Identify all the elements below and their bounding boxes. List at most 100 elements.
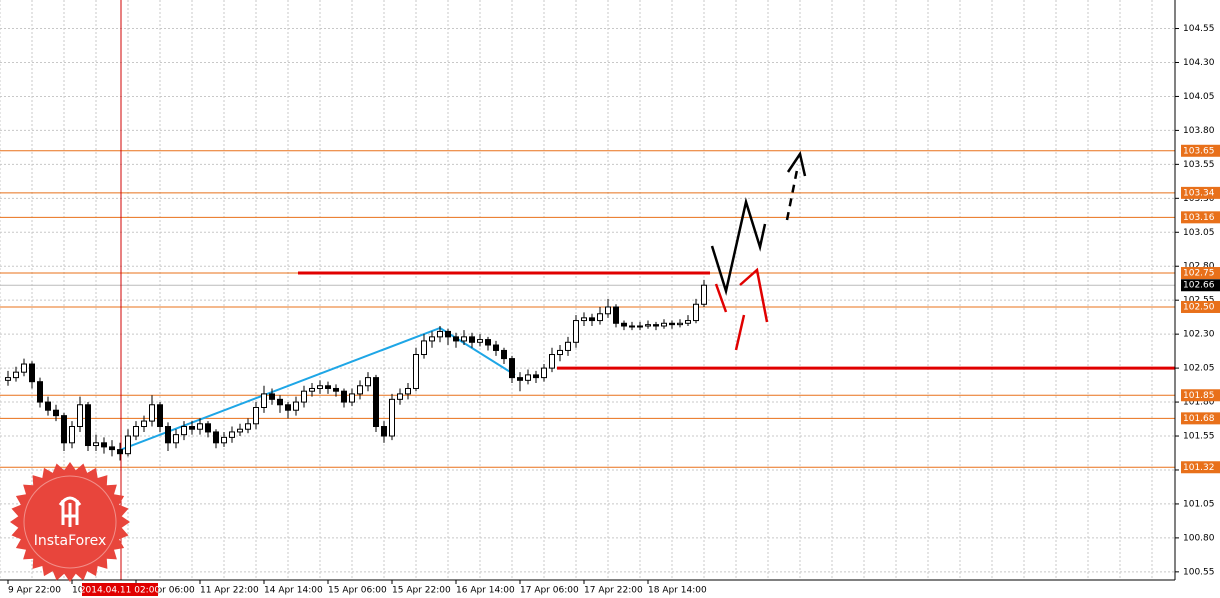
candle-body bbox=[661, 322, 667, 327]
candle-body bbox=[117, 449, 123, 455]
candle-body bbox=[677, 322, 683, 326]
candle-body bbox=[597, 313, 603, 322]
candle-body bbox=[157, 404, 163, 428]
candle-body bbox=[461, 336, 467, 342]
candle-body bbox=[573, 320, 579, 343]
x-tick-label: 11 Apr 22:00 bbox=[200, 586, 259, 596]
level-label-box bbox=[1181, 461, 1220, 474]
logo: InstaForex bbox=[10, 462, 130, 582]
y-tick-label: 100.80 bbox=[1183, 533, 1215, 543]
forecast-black bbox=[710, 197, 767, 296]
candle-body bbox=[437, 330, 443, 338]
x-tick-label: 14 Apr 14:00 bbox=[264, 586, 323, 596]
candle-body bbox=[405, 387, 411, 395]
candle-body bbox=[181, 426, 187, 436]
current-price-box bbox=[1181, 279, 1220, 292]
level-label-box bbox=[1181, 211, 1220, 224]
candle-body bbox=[29, 363, 35, 383]
forecast-red bbox=[714, 283, 728, 313]
candle-body bbox=[61, 415, 67, 444]
arrow-head bbox=[786, 150, 807, 177]
forecast-arrows bbox=[710, 150, 807, 351]
candle-body bbox=[205, 423, 211, 433]
candle-body bbox=[653, 324, 659, 327]
candle-body bbox=[45, 401, 51, 411]
candle-body bbox=[221, 436, 227, 444]
candle-body bbox=[565, 341, 571, 351]
y-tick-label: 104.05 bbox=[1183, 92, 1215, 102]
candle-body bbox=[373, 377, 379, 428]
candle-body bbox=[333, 387, 339, 392]
candle-body bbox=[469, 336, 475, 343]
candle-body bbox=[637, 325, 643, 328]
candle-body bbox=[645, 324, 651, 327]
level-label-box bbox=[1181, 300, 1220, 313]
candle-body bbox=[493, 344, 499, 351]
y-tick-label: 103.55 bbox=[1183, 160, 1215, 170]
cursor-label: 2014.04.11 02:00 bbox=[80, 586, 161, 596]
candle-body bbox=[301, 390, 307, 403]
candle-body bbox=[557, 349, 563, 356]
candle-body bbox=[173, 434, 179, 444]
candle-body bbox=[389, 398, 395, 437]
candle-body bbox=[101, 442, 107, 448]
candle-body bbox=[309, 387, 315, 392]
axis-labels: 100.55100.80101.05101.30101.55101.80102.… bbox=[7, 24, 1220, 596]
candle-body bbox=[277, 398, 283, 406]
level-label: 102.50 bbox=[1183, 302, 1215, 312]
level-label-box bbox=[1181, 412, 1220, 425]
y-tick-label: 102.30 bbox=[1183, 330, 1215, 340]
y-tick-label: 101.55 bbox=[1183, 432, 1215, 442]
y-tick-label: 101.05 bbox=[1183, 499, 1215, 509]
y-tick-label: 104.30 bbox=[1183, 58, 1215, 68]
candle-body bbox=[13, 371, 19, 379]
candle-body bbox=[237, 428, 243, 433]
candle-body bbox=[541, 367, 547, 379]
y-tick-label: 101.80 bbox=[1183, 398, 1215, 408]
y-tick-label: 103.05 bbox=[1183, 228, 1215, 238]
logo-text: InstaForex bbox=[34, 533, 107, 549]
candle-body bbox=[253, 406, 259, 425]
candle-body bbox=[509, 358, 515, 379]
candle-body bbox=[93, 442, 99, 447]
candle-body bbox=[165, 426, 171, 444]
candle-body bbox=[293, 401, 299, 411]
logo-icon bbox=[58, 496, 82, 527]
candle-body bbox=[269, 393, 275, 400]
candle-body bbox=[605, 306, 611, 315]
cursor-label-box bbox=[82, 583, 158, 596]
level-label: 103.65 bbox=[1183, 146, 1215, 156]
y-tick-label: 102.05 bbox=[1183, 364, 1215, 374]
candle-body bbox=[5, 377, 11, 381]
candle-body bbox=[133, 426, 139, 437]
logo-ring bbox=[23, 475, 117, 569]
candle-body bbox=[141, 420, 147, 428]
x-tick-label: 17 Apr 06:00 bbox=[520, 586, 579, 596]
y-tick-label: 102.80 bbox=[1183, 262, 1215, 272]
candle-body bbox=[421, 340, 427, 356]
level-label: 103.16 bbox=[1183, 213, 1215, 223]
candle-body bbox=[685, 320, 691, 324]
candle-body bbox=[381, 426, 387, 437]
level-label: 101.85 bbox=[1183, 391, 1215, 401]
candle-body bbox=[229, 431, 235, 438]
candle-body bbox=[589, 317, 595, 322]
x-tick-label: 18 Apr 14:00 bbox=[648, 586, 707, 596]
x-tick-label: 17 Apr 22:00 bbox=[584, 586, 643, 596]
x-tick-label: 15 Apr 06:00 bbox=[328, 586, 387, 596]
candle-body bbox=[453, 336, 459, 342]
level-label-box bbox=[1181, 389, 1220, 402]
level-label: 102.75 bbox=[1183, 269, 1215, 279]
y-tick-label: 104.55 bbox=[1183, 24, 1215, 34]
candle-body bbox=[485, 339, 491, 346]
candle-body bbox=[109, 446, 115, 451]
level-label: 101.32 bbox=[1183, 463, 1215, 473]
candle-body bbox=[413, 354, 419, 389]
candle-body bbox=[21, 363, 27, 373]
x-tick-label: 9 Apr 22:00 bbox=[8, 586, 61, 596]
candle-body bbox=[197, 423, 203, 430]
candle-body bbox=[349, 393, 355, 403]
candle-body bbox=[285, 404, 291, 411]
